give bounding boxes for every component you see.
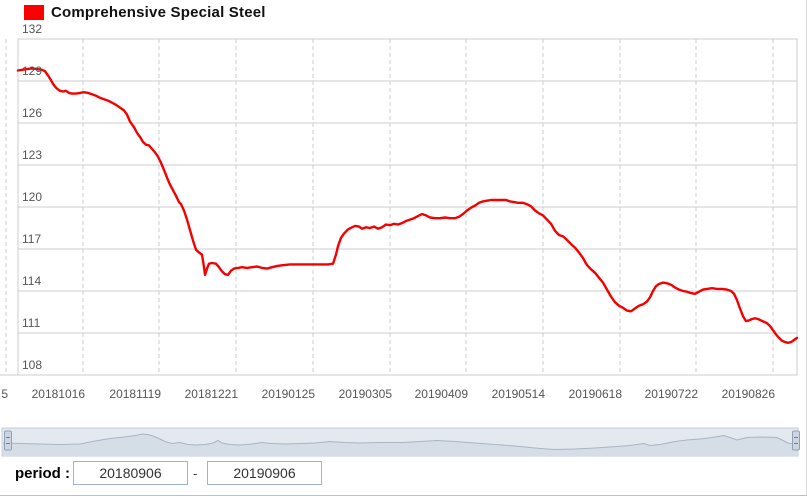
x-axis-label: 20190618 xyxy=(568,387,622,401)
navigator-area xyxy=(3,434,797,456)
y-axis-label: 126 xyxy=(22,106,43,120)
period-start-input[interactable] xyxy=(73,461,188,485)
x-axis-label: 20181119 xyxy=(109,387,161,401)
y-axis-label: 117 xyxy=(22,232,42,246)
x-axis-label: 20190722 xyxy=(644,387,698,401)
period-end-input[interactable] xyxy=(207,461,322,485)
navigator-line xyxy=(2,433,798,451)
period-separator: - xyxy=(193,466,198,481)
y-axis-label: 132 xyxy=(22,22,43,36)
period-label: period : xyxy=(15,465,70,482)
x-axis-label: 20190514 xyxy=(491,387,545,401)
legend-swatch xyxy=(24,5,44,20)
y-axis-label: 108 xyxy=(22,358,43,372)
price-line-series xyxy=(16,67,799,344)
x-axis-label: 20181221 xyxy=(184,387,238,401)
y-axis-label: 120 xyxy=(22,190,43,204)
x-axis-label: 20190409 xyxy=(414,387,468,401)
y-axis-label: 111 xyxy=(22,316,41,330)
period-row: period : - xyxy=(0,459,806,489)
y-axis-label: 114 xyxy=(22,274,42,288)
navigator-right-handle[interactable] xyxy=(792,430,800,451)
navigator-left-handle[interactable] xyxy=(4,430,12,451)
x-axis-label: 5 xyxy=(1,387,8,401)
x-axis-label: 20190305 xyxy=(338,387,392,401)
legend: Comprehensive Special Steel xyxy=(24,4,266,21)
x-axis-label: 20190125 xyxy=(261,387,315,401)
x-axis-label: 20190826 xyxy=(721,387,775,401)
x-axis-label: 20181016 xyxy=(31,387,85,401)
plot-border xyxy=(17,38,798,376)
y-axis-label: 123 xyxy=(22,148,43,162)
legend-label: Comprehensive Special Steel xyxy=(51,4,266,21)
y-axis-label: 129 xyxy=(22,64,43,78)
